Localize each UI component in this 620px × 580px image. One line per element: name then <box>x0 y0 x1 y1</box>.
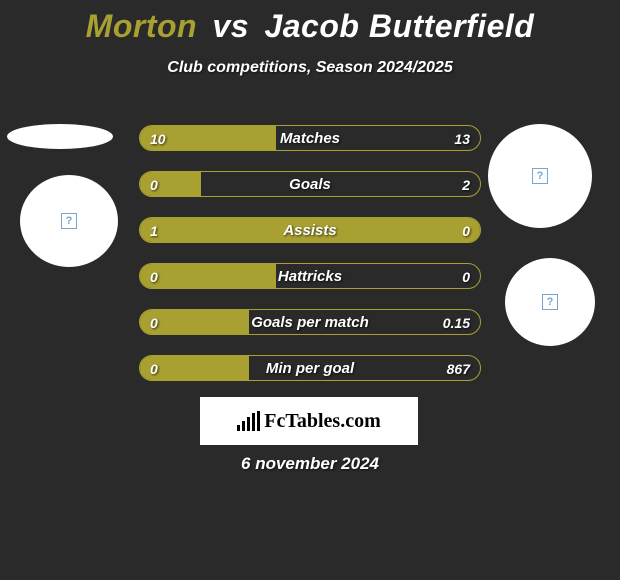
bar-label: Assists <box>140 218 480 243</box>
bar-value-right: 0.15 <box>443 310 470 335</box>
brand-box: FcTables.com <box>200 397 418 445</box>
player1-avatar-circle: ? <box>20 175 118 267</box>
brand-text: FcTables.com <box>264 410 380 433</box>
brand-bars-icon <box>237 411 260 431</box>
decoration-circle: ? <box>505 258 595 346</box>
bar-label: Min per goal <box>140 356 480 381</box>
bar-value-right: 2 <box>462 172 470 197</box>
vs-text: vs <box>212 8 249 44</box>
player2-name: Jacob Butterfield <box>264 8 534 44</box>
placeholder-image-icon: ? <box>542 294 558 310</box>
player1-name: Morton <box>86 8 197 44</box>
bar-label: Matches <box>140 126 480 151</box>
bar-row: 1 Assists 0 <box>139 217 481 243</box>
bar-value-right: 0 <box>462 218 470 243</box>
bar-row: 10 Matches 13 <box>139 125 481 151</box>
bar-value-right: 0 <box>462 264 470 289</box>
subtitle: Club competitions, Season 2024/2025 <box>0 59 620 77</box>
bar-row: 0 Min per goal 867 <box>139 355 481 381</box>
comparison-bars: 10 Matches 13 0 Goals 2 1 Assists 0 0 Ha… <box>139 125 481 401</box>
placeholder-image-icon: ? <box>532 168 548 184</box>
bar-label: Goals per match <box>140 310 480 335</box>
page-title: Morton vs Jacob Butterfield <box>0 0 620 45</box>
bar-label: Hattricks <box>140 264 480 289</box>
player2-avatar-circle: ? <box>488 124 592 228</box>
bar-row: 0 Goals per match 0.15 <box>139 309 481 335</box>
placeholder-image-icon: ? <box>61 213 77 229</box>
date-text: 6 november 2024 <box>0 454 620 474</box>
bar-row: 0 Goals 2 <box>139 171 481 197</box>
bar-value-right: 867 <box>447 356 470 381</box>
bar-row: 0 Hattricks 0 <box>139 263 481 289</box>
bar-value-right: 13 <box>454 126 470 151</box>
bar-label: Goals <box>140 172 480 197</box>
decoration-ellipse <box>7 124 113 149</box>
